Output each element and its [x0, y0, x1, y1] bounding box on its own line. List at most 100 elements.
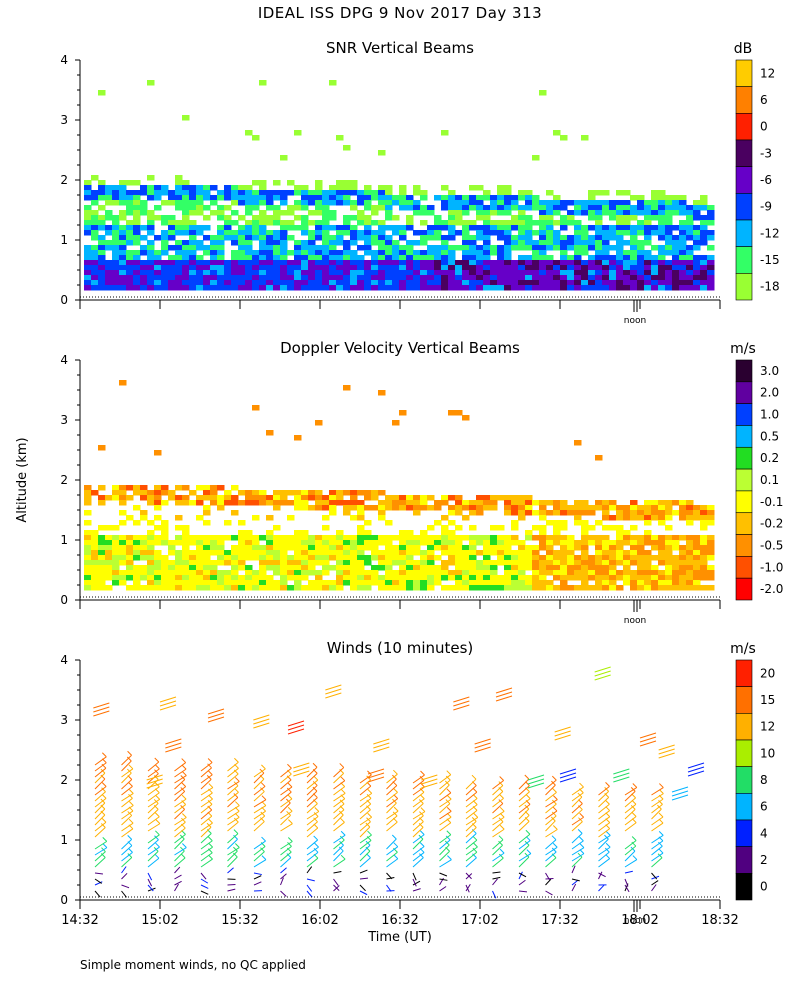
heatmap-cell — [301, 575, 309, 581]
wind-barb-flag — [367, 812, 373, 818]
heatmap-cell — [168, 580, 176, 586]
heatmap-cell — [434, 255, 442, 261]
heatmap-cell — [560, 545, 568, 551]
heatmap-cell — [497, 535, 505, 541]
wind-barb-flag — [154, 769, 159, 775]
heatmap-cell — [623, 210, 631, 216]
heatmap-cell — [679, 200, 687, 206]
heatmap-cell — [427, 225, 435, 231]
heatmap-cell — [490, 275, 498, 281]
heatmap-cell — [322, 215, 330, 221]
wind-barb — [333, 780, 346, 790]
heatmap-cell — [140, 515, 148, 521]
heatmap-cell — [385, 215, 393, 221]
heatmap-cell — [490, 500, 498, 506]
heatmap-cell — [378, 195, 386, 201]
heatmap-cell — [665, 240, 673, 246]
heatmap-cell — [301, 220, 309, 226]
wind-barb — [651, 884, 657, 892]
heatmap-cell — [91, 560, 99, 566]
heatmap-cell — [546, 210, 554, 216]
wind-barb — [492, 852, 505, 862]
wind-barb — [412, 838, 424, 850]
heatmap-cell — [420, 560, 428, 566]
heatmap-cell — [378, 490, 386, 496]
heatmap-cell — [651, 275, 659, 281]
heatmap-cell — [182, 550, 190, 556]
heatmap-cell — [525, 510, 533, 516]
heatmap-cell — [175, 245, 183, 251]
heatmap-cell — [574, 505, 582, 511]
heatmap-cell — [119, 510, 127, 516]
heatmap-cell — [378, 200, 386, 206]
heatmap-cell — [217, 575, 225, 581]
heatmap-cell — [504, 250, 512, 256]
heatmap-cell — [245, 220, 253, 226]
heatmap-cell — [196, 195, 204, 201]
heatmap-cell — [245, 565, 253, 571]
heatmap-cell — [133, 555, 141, 561]
heatmap-cell — [343, 505, 351, 511]
wind-barb — [492, 876, 501, 880]
heatmap-cell — [364, 495, 372, 501]
heatmap-cell — [490, 575, 498, 581]
wind-barb — [598, 851, 610, 862]
heatmap-cell — [455, 575, 463, 581]
heatmap-cell — [455, 210, 463, 216]
heatmap-cell — [511, 570, 519, 576]
heatmap-cell — [462, 195, 470, 201]
heatmap-cell — [336, 225, 344, 231]
heatmap-cell — [448, 260, 456, 266]
wind-barb-flag — [605, 799, 610, 805]
heatmap-cell — [399, 285, 407, 291]
heatmap-cell — [679, 535, 687, 541]
heatmap-cell — [238, 190, 246, 196]
heatmap-cell — [252, 285, 260, 291]
heatmap-cell — [364, 225, 372, 231]
heatmap-cell — [294, 500, 302, 506]
heatmap-cell — [217, 505, 225, 511]
heatmap-cell — [476, 505, 484, 511]
wind-barb-flag — [338, 810, 344, 816]
heatmap-cell — [497, 235, 505, 241]
heatmap-cell — [371, 555, 379, 561]
heatmap-cell — [679, 550, 687, 556]
wind-barb — [453, 704, 470, 711]
heatmap-cell — [693, 510, 701, 516]
heatmap-cell — [532, 500, 540, 506]
heatmap-cell — [665, 580, 673, 586]
heatmap-cell — [490, 525, 498, 531]
heatmap-cell — [511, 270, 519, 276]
heatmap-cell — [294, 435, 302, 441]
heatmap-cell — [329, 495, 337, 501]
heatmap-cell — [637, 575, 645, 581]
heatmap-cell — [560, 285, 568, 291]
heatmap-cell — [553, 565, 561, 571]
heatmap-cell — [161, 190, 169, 196]
heatmap-cell — [518, 580, 526, 586]
wind-barb — [253, 851, 265, 862]
wind-barb — [359, 869, 368, 874]
heatmap-cell — [385, 495, 393, 501]
heatmap-cell — [588, 555, 596, 561]
wind-barb-flag — [525, 794, 531, 799]
colorbar-label: 2.0 — [760, 386, 779, 400]
heatmap-cell — [651, 575, 659, 581]
heatmap-cell — [217, 280, 225, 286]
colorbar-swatch — [735, 219, 753, 247]
wind-barb — [159, 700, 177, 707]
heatmap-cell — [469, 505, 477, 511]
heatmap-cell — [504, 245, 512, 251]
heatmap-cell — [588, 215, 596, 221]
heatmap-cell — [574, 225, 582, 231]
heatmap-cell — [406, 220, 414, 226]
heatmap-cell — [679, 560, 687, 566]
heatmap-cell — [203, 520, 211, 526]
heatmap-cell — [504, 585, 512, 591]
heatmap-cell — [266, 190, 274, 196]
heatmap-cell — [553, 555, 561, 561]
heatmap-cell — [189, 240, 197, 246]
heatmap-cell — [252, 535, 260, 541]
heatmap-cell — [322, 570, 330, 576]
wind-barb-flag — [393, 788, 398, 793]
